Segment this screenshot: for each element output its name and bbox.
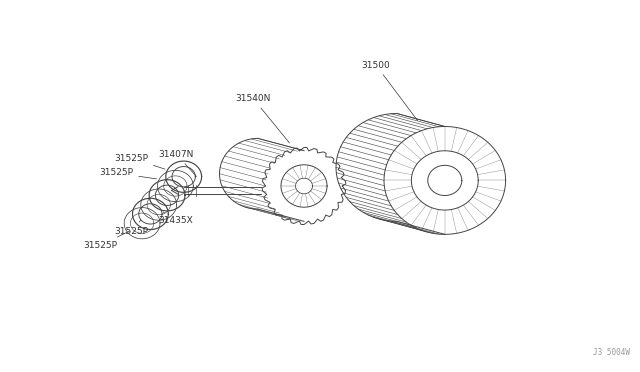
Text: 31500: 31500 [362,61,417,121]
Text: J3 5004W: J3 5004W [593,348,630,357]
Text: 31435X: 31435X [159,212,193,225]
Text: 31540N: 31540N [236,94,289,143]
Text: 31525P: 31525P [83,231,130,250]
Text: 31407N: 31407N [159,150,196,176]
Text: 31525P: 31525P [114,154,165,169]
Text: 31525P: 31525P [99,169,157,179]
Text: 31525P: 31525P [114,220,148,236]
